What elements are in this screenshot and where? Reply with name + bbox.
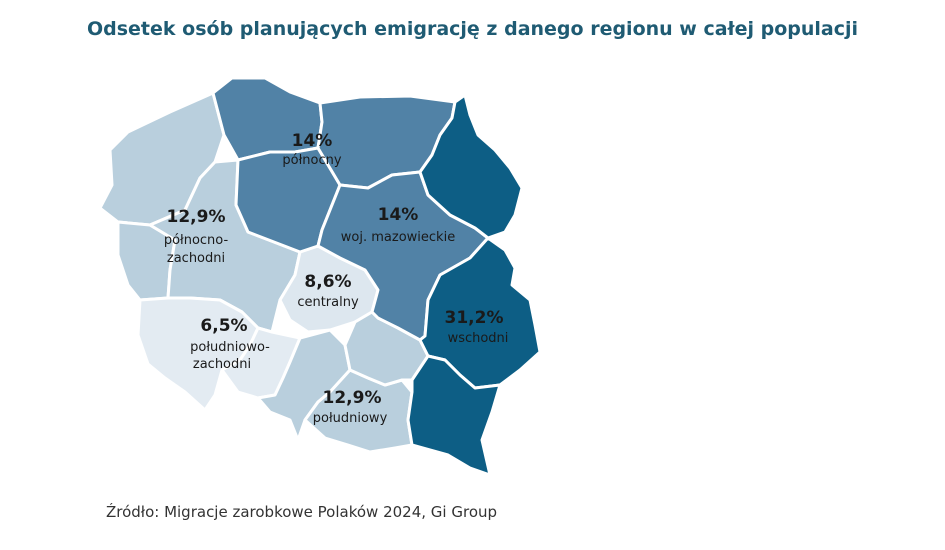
label-name-mazowieckie: woj. mazowieckie [341,230,455,245]
label-value-polnocny: 14% [292,131,333,151]
label-name-wschodni: wschodni [448,331,509,346]
label-name-poludniowo-zachodni-line2: zachodni [193,357,251,372]
region-polnocny[interactable] [211,76,457,254]
map-title: Odsetek osób planujących emigrację z dan… [86,18,859,40]
label-name-poludniowo-zachodni-line1: południowo- [190,340,270,355]
region-podlaskie [418,93,524,240]
label-name-polnocno-zachodni-line2: zachodni [167,251,225,266]
label-name-polnocno-zachodni-line1: północno- [164,233,229,248]
region-podkarpackie [406,354,502,477]
label-name-centralny: centralny [297,295,359,310]
label-name-poludniowy: południowy [313,411,388,426]
label-value-wschodni: 31,2% [445,308,504,328]
region-polnocno-zachodni[interactable] [98,91,302,334]
label-value-polnocno-zachodni: 12,9% [167,207,226,227]
region-wschodni[interactable] [406,93,542,477]
source-note: Źródło: Migracje zarobkowe Polaków 2024,… [106,503,498,521]
label-value-poludniowo-zachodni: 6,5% [200,316,247,336]
label-name-polnocny: północny [282,153,341,168]
label-value-mazowieckie: 14% [378,205,419,225]
label-value-centralny: 8,6% [304,272,351,292]
label-value-poludniowy: 12,9% [323,388,382,408]
